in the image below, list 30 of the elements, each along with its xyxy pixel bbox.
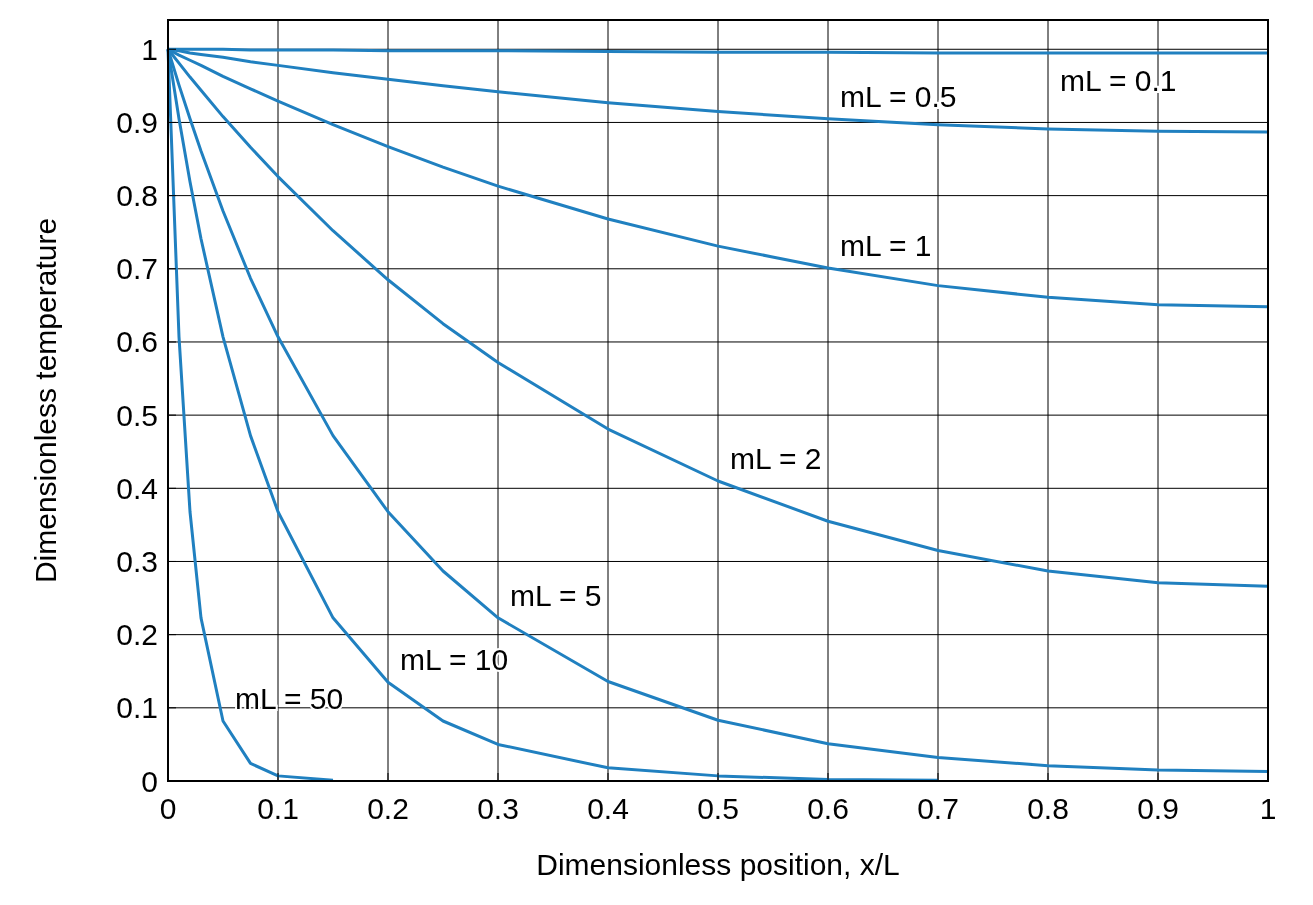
y-tick-label: 1 <box>141 32 158 66</box>
y-axis-title: Dimensionless temperature <box>29 217 62 584</box>
y-tick-label: 0.5 <box>116 398 158 432</box>
x-tick-label: 0.5 <box>697 792 739 825</box>
x-tick-label: 0.1 <box>257 792 299 825</box>
x-tick-label: 0.8 <box>1027 792 1069 825</box>
annotation: mL = 5 <box>510 578 602 612</box>
annotation: mL = 0.5 <box>840 79 957 113</box>
annotation: mL = 50 <box>235 682 344 715</box>
annotation: mL = 10 <box>400 643 509 677</box>
y-tick-label: 0.9 <box>116 105 158 139</box>
y-tick-label: 0.2 <box>116 618 158 652</box>
x-tick-label: 0.3 <box>477 792 519 825</box>
y-tick-label: 0 <box>141 764 158 798</box>
x-axis-title: Dimensionless position, x/L <box>536 848 900 881</box>
y-tick-label: 0.1 <box>116 691 158 725</box>
annotation: mL = 0.1 <box>1060 63 1177 97</box>
x-tick-label: 0.2 <box>367 792 409 825</box>
x-tick-label: 0.7 <box>917 792 959 825</box>
x-tick-label: 0.6 <box>807 792 849 825</box>
x-tick-label: 0.9 <box>1137 792 1179 825</box>
x-tick-label: 1 <box>1259 792 1277 825</box>
y-tick-label: 0.7 <box>116 252 158 286</box>
annotation: mL = 1 <box>840 229 932 263</box>
y-tick-label: 0.6 <box>116 325 158 359</box>
y-tick-label: 0.3 <box>116 544 158 578</box>
x-tick-label: 0.4 <box>587 792 629 825</box>
y-tick-label: 0.8 <box>116 179 158 213</box>
y-tick-label: 0.4 <box>116 471 158 505</box>
annotation: mL = 2 <box>730 441 822 475</box>
